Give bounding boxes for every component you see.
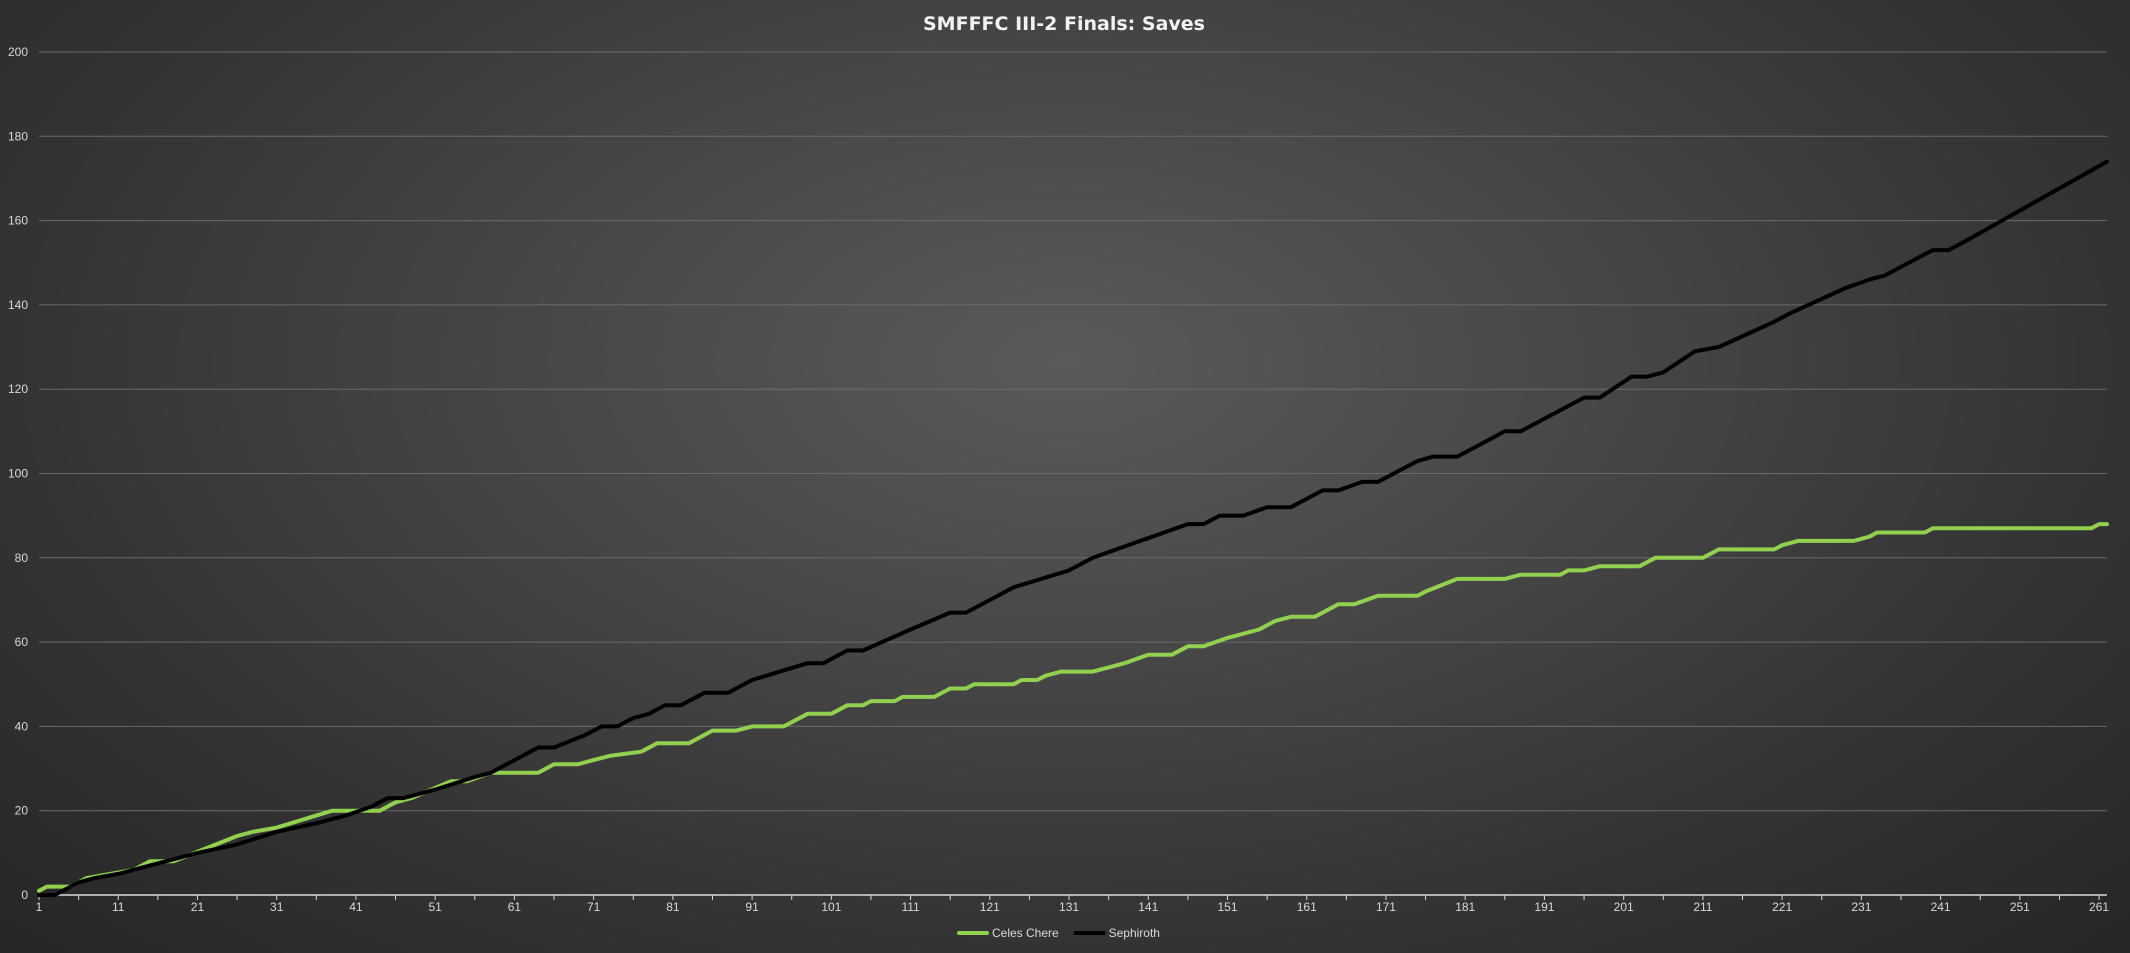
x-tick-label: 81 (666, 900, 680, 914)
x-tick-label: 251 (2010, 900, 2030, 914)
x-tick-label: 51 (428, 900, 442, 914)
x-tick-label: 201 (1614, 900, 1634, 914)
x-tick-label: 11 (112, 900, 125, 914)
x-tick-label: 221 (1772, 900, 1792, 914)
legend-label: Celes Chere (992, 926, 1059, 940)
x-tick-label: 161 (1297, 900, 1317, 914)
x-tick-label: 121 (980, 900, 1000, 914)
x-tick-label: 101 (821, 900, 841, 914)
y-tick-label: 0 (21, 888, 28, 902)
legend-label: Sephiroth (1109, 926, 1160, 940)
x-tick-label: 171 (1376, 900, 1396, 914)
y-tick-label: 60 (15, 635, 29, 649)
y-tick-label: 120 (8, 382, 28, 396)
legend: Celes Chere Sephiroth (957, 926, 1160, 940)
series-line-celes-chere (37, 522, 2109, 893)
y-tick-label: 140 (8, 298, 28, 312)
x-tick-label: 31 (270, 900, 284, 914)
x-tick-label: 111 (901, 900, 920, 914)
x-tick-label: 71 (587, 900, 601, 914)
x-tick-label: 211 (1693, 900, 1712, 914)
x-tick-label: 61 (508, 900, 522, 914)
y-tick-label: 20 (15, 804, 29, 818)
x-tick-label: 91 (745, 900, 759, 914)
x-tick-label: 1 (36, 900, 43, 914)
x-tick-label: 151 (1217, 900, 1237, 914)
y-tick-label: 200 (8, 45, 28, 59)
x-tick-label: 231 (1851, 900, 1871, 914)
y-tick-label: 100 (8, 467, 28, 481)
x-tick-label: 21 (191, 900, 205, 914)
series-line-sephiroth (37, 159, 2109, 897)
y-tick-label: 40 (15, 719, 29, 733)
y-tick-label: 160 (8, 214, 28, 228)
series-lines (37, 159, 2109, 897)
x-tick-label: 241 (1931, 900, 1951, 914)
x-tick-label: 141 (1138, 900, 1158, 914)
x-tick-label: 131 (1059, 900, 1079, 914)
x-tick-label: 261 (2089, 900, 2109, 914)
x-tick-label: 41 (349, 900, 363, 914)
gridlines (39, 51, 2107, 812)
y-tick-label: 180 (8, 129, 28, 143)
x-tick-label: 191 (1534, 900, 1554, 914)
chart-title: SMFFFC III-2 Finals: Saves (923, 13, 1205, 35)
y-tick-label: 80 (15, 551, 29, 565)
x-tick-label: 181 (1455, 900, 1475, 914)
